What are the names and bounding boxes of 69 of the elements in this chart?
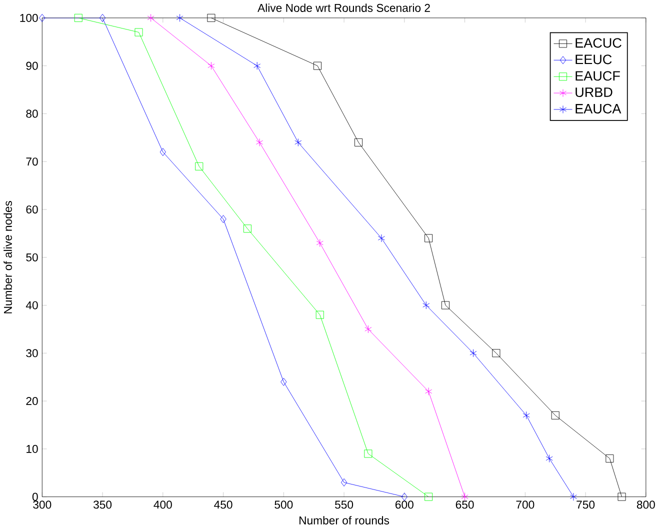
- point: [546, 454, 553, 462]
- point: [570, 492, 577, 501]
- legend-label: EACUC: [576, 38, 622, 48]
- point: [378, 234, 385, 242]
- point: [243, 224, 252, 233]
- y-tick-label: 20: [26, 397, 38, 406]
- point: [618, 492, 626, 501]
- point: [316, 310, 324, 319]
- x-tick-label: 400: [154, 500, 172, 509]
- point: [424, 492, 433, 501]
- point: [441, 301, 450, 310]
- x-tick-label: 550: [335, 500, 354, 509]
- point: [134, 28, 143, 36]
- point: [470, 349, 477, 358]
- legend-label: EAUCF: [576, 71, 620, 81]
- x-tick-label: 750: [576, 500, 595, 509]
- point: [364, 450, 372, 458]
- point: [461, 492, 468, 501]
- y-tick-label: 100: [20, 14, 38, 22]
- point: [208, 62, 215, 70]
- x-axis-title: Number of rounds: [300, 516, 390, 524]
- point: [354, 138, 363, 146]
- y-tick-label: 10: [26, 444, 38, 453]
- point: [364, 325, 372, 334]
- point: [254, 62, 261, 70]
- point: [147, 14, 154, 22]
- point: [220, 215, 226, 224]
- x-tick-label: 800: [636, 500, 655, 509]
- x-tick-label: 300: [33, 500, 52, 509]
- point: [195, 162, 204, 170]
- x-tick-label: 500: [274, 500, 293, 509]
- y-tick-label: 90: [26, 62, 38, 70]
- y-tick-label: 0: [32, 492, 38, 501]
- y-tick-label: 50: [26, 253, 38, 262]
- point: [401, 492, 408, 501]
- point: [551, 411, 560, 420]
- y-tick-label: 30: [26, 349, 38, 358]
- point: [425, 387, 432, 396]
- point: [176, 14, 184, 22]
- point: [492, 349, 500, 358]
- y-tick-label: 40: [26, 301, 38, 310]
- x-tick-label: 450: [214, 500, 232, 509]
- x-tick-label: 600: [396, 500, 414, 509]
- point: [340, 478, 348, 486]
- x-tick-label: 650: [456, 500, 474, 509]
- point: [74, 14, 82, 22]
- point: [313, 62, 322, 70]
- y-tick-label: 60: [26, 205, 38, 214]
- point: [160, 148, 166, 156]
- y-tick-label: 80: [26, 110, 38, 118]
- y-tick-label: 70: [26, 158, 38, 166]
- chart-title: Alive Node wrt Rounds Scenario 2: [258, 4, 430, 12]
- point: [422, 301, 430, 310]
- point: [39, 14, 46, 22]
- legend-label: EAUCA: [576, 104, 622, 114]
- point: [256, 138, 264, 146]
- point: [316, 238, 324, 247]
- point: [280, 378, 287, 386]
- legend-label: EEUC: [576, 54, 612, 64]
- point: [294, 138, 302, 146]
- point: [207, 14, 216, 22]
- point: [522, 411, 530, 420]
- point: [99, 14, 106, 22]
- x-tick-label: 350: [93, 500, 112, 509]
- x-tick-label: 700: [516, 500, 534, 509]
- point: [424, 234, 433, 242]
- y-axis-title: Number of alive nodes: [4, 200, 12, 314]
- legend-label: URBD: [576, 88, 612, 97]
- point: [606, 454, 614, 462]
